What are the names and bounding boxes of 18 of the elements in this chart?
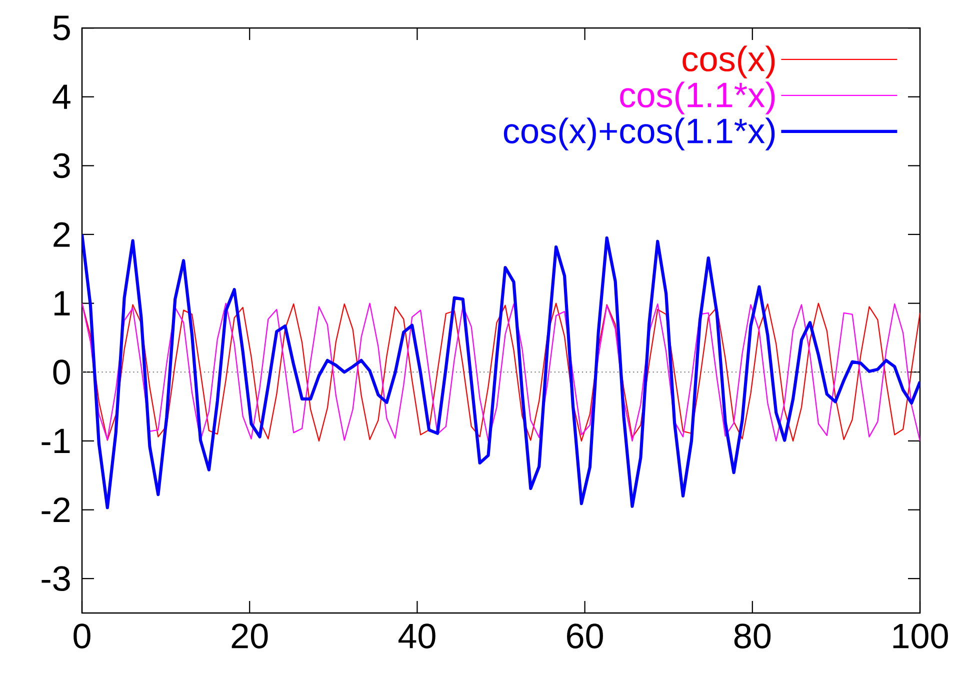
y-tick-label: 4 bbox=[52, 84, 70, 109]
y-tick-label: 2 bbox=[54, 222, 70, 247]
legend-label: cos(x)+cos(1.1*x) bbox=[504, 118, 775, 150]
y-tick-label: 5 bbox=[53, 16, 70, 40]
x-tick-label: 80 bbox=[734, 624, 771, 648]
y-tick-label: -3 bbox=[42, 566, 70, 592]
x-tick-label: 20 bbox=[232, 624, 268, 648]
x-tick-label: 0 bbox=[74, 624, 90, 648]
y-tick-label: 3 bbox=[53, 153, 70, 178]
legend-label: cos(x) bbox=[682, 46, 775, 78]
x-tick-label: 60 bbox=[567, 624, 603, 648]
y-tick-label: -1 bbox=[42, 428, 70, 454]
x-tick-label: 40 bbox=[398, 624, 436, 648]
y-tick-label: 1 bbox=[54, 291, 70, 316]
x-tick-label: 100 bbox=[893, 624, 948, 648]
y-tick-label: -2 bbox=[42, 498, 70, 522]
y-tick-label: 0 bbox=[53, 360, 70, 385]
legend-label: cos(1.1*x) bbox=[620, 82, 775, 114]
